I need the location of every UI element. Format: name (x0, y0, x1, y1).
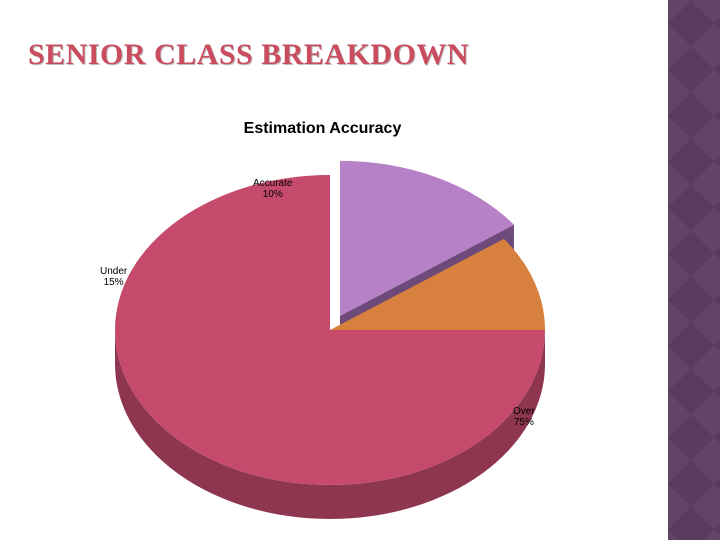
data-label-over-name: Over (513, 406, 535, 417)
slide-title: SENIOR CLASS BREAKDOWN SENIOR CLASS BREA… (28, 38, 469, 72)
data-label-under-name: Under (100, 266, 127, 277)
data-label-over: Over 75% (513, 406, 535, 428)
data-label-under: Under 15% (100, 266, 127, 288)
data-label-accurate: Accurate 10% (253, 178, 292, 200)
data-label-accurate-pct: 10% (253, 189, 292, 200)
slide-stage: SENIOR CLASS BREAKDOWN SENIOR CLASS BREA… (0, 0, 720, 540)
data-label-accurate-name: Accurate (253, 178, 292, 189)
slide-title-text: SENIOR CLASS BREAKDOWN (28, 38, 469, 71)
data-label-over-pct: 75% (513, 417, 535, 428)
data-label-under-pct: 15% (100, 277, 127, 288)
